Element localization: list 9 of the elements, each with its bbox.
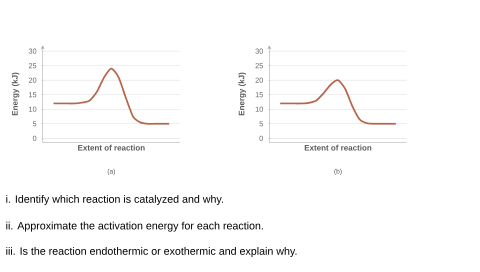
y-axis-title: Energy (kJ) (238, 72, 246, 116)
line-series (52, 68, 170, 125)
text: iii. Is the reaction endothermic or exothermic and explain why. (6, 247, 296, 257)
x-axis-title: Extent of reaction (304, 144, 372, 151)
line-series (279, 79, 397, 125)
text: ii. Approximate the activation energy for each reaction. (6, 222, 263, 232)
text: i. Identify which reaction is catalyzed and why. (6, 195, 223, 205)
x-axis-title: Extent of reaction (78, 144, 145, 151)
y-axis-title: Energy (kJ) (12, 72, 20, 116)
